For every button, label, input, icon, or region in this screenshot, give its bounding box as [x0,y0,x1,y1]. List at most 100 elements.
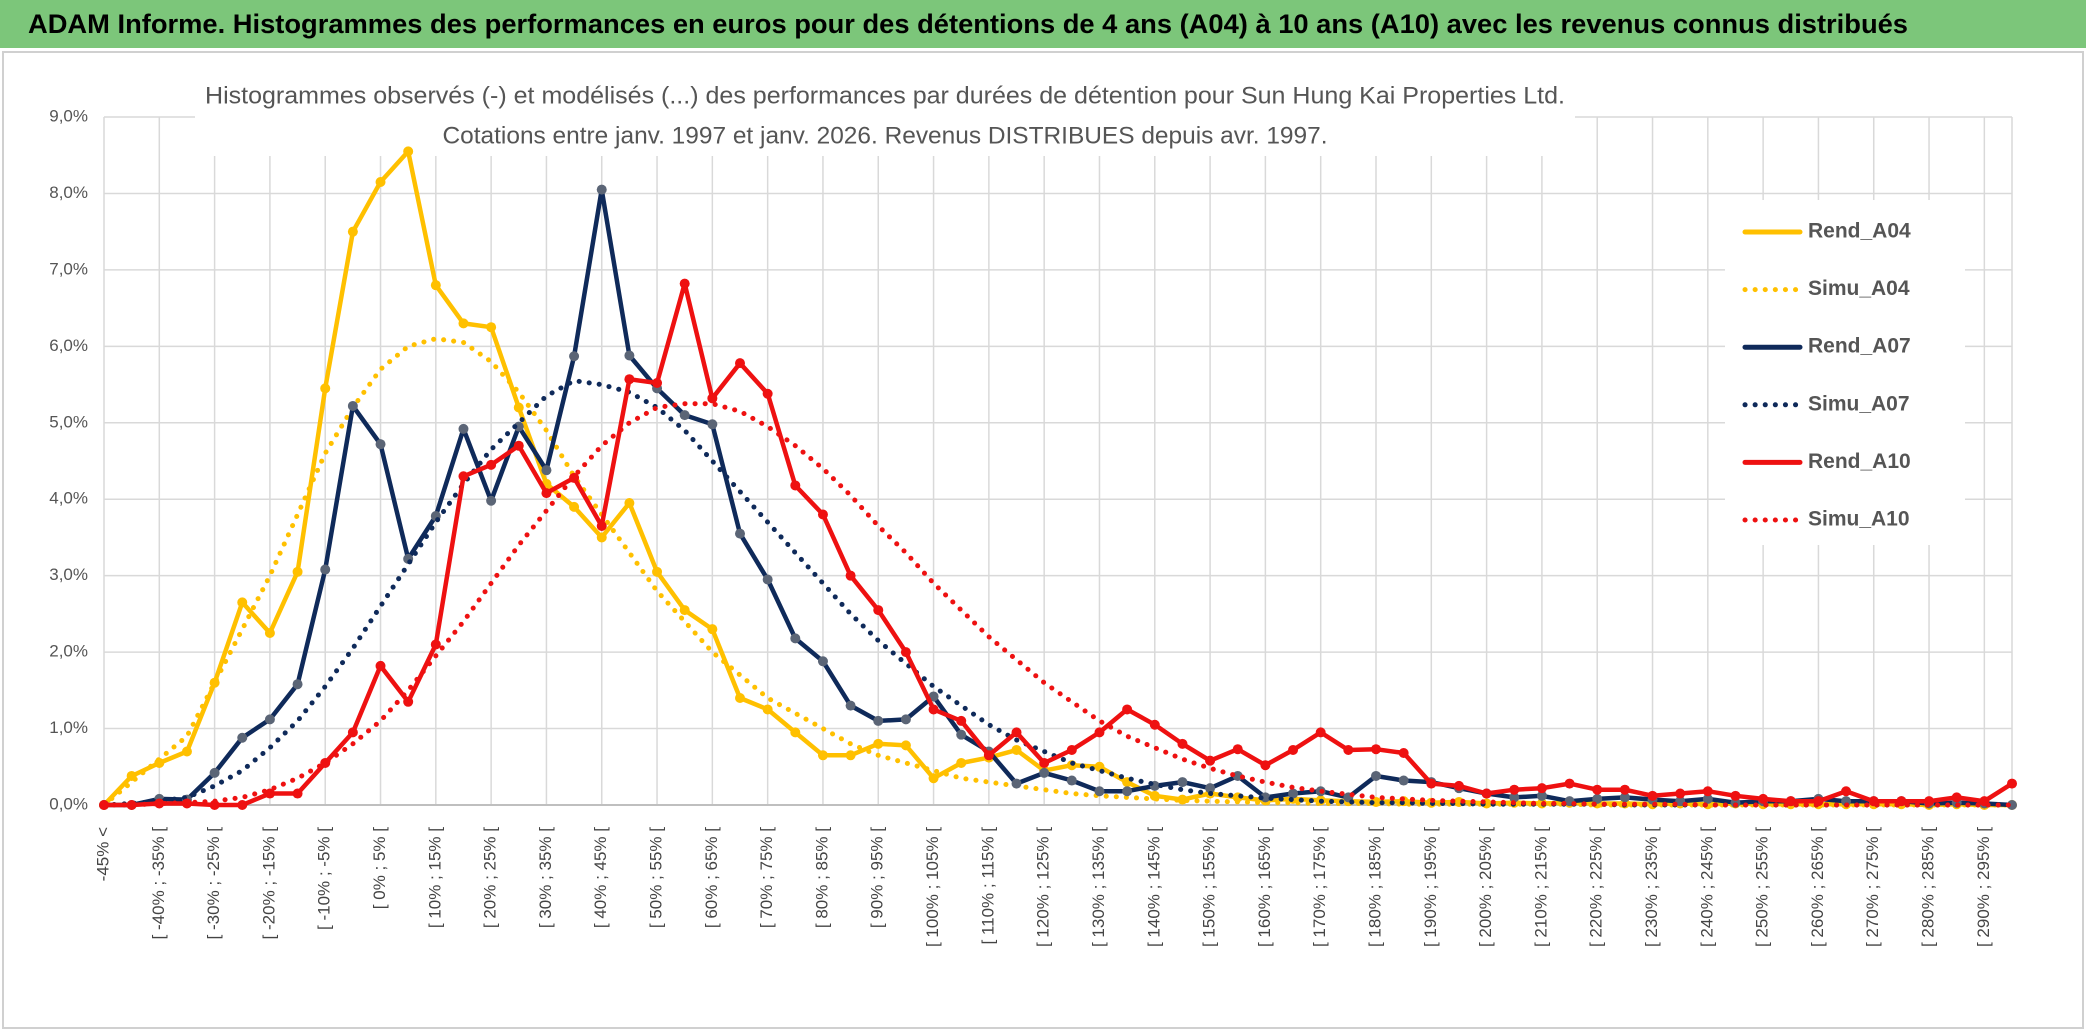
data-point [1398,748,1409,759]
x-tick-label: [ 170% ; 175% [ [1310,827,1329,947]
data-point [1564,778,1575,789]
data-point [1039,767,1050,778]
data-point [956,729,967,740]
data-point [486,495,497,506]
x-tick-label: [ 20% ; 25% [ [481,827,500,928]
data-point [873,738,884,749]
x-tick-label: [ 150% ; 155% [ [1200,827,1219,947]
data-point [596,520,607,531]
data-point [292,566,303,577]
x-tick-label: [ 100% ; 105% [ [923,827,942,947]
data-point [237,732,248,743]
data-point [1481,788,1492,799]
data-point [1951,792,1962,803]
data-point [513,421,524,432]
data-point [1536,790,1547,801]
data-point [375,176,386,187]
y-tick-label: 1,0% [49,718,88,737]
data-point [347,226,358,237]
data-point [1841,786,1852,797]
x-tick-label: [ 40% ; 45% [ [591,827,610,928]
data-point [873,715,884,726]
x-tick-label: [ 180% ; 185% [ [1365,827,1384,947]
x-tick-label: [ 240% ; 245% [ [1697,827,1716,947]
data-point [1094,727,1105,738]
x-tick-label: [ -20% ; -15% [ [259,827,278,940]
data-point [264,788,275,799]
header-title: ADAM Informe. Histogrammes des performan… [28,9,1908,39]
x-tick-label: [ 270% ; 275% [ [1863,827,1882,947]
data-point [569,351,580,362]
x-tick-label: [ 190% ; 195% [ [1421,827,1440,947]
data-point [292,679,303,690]
x-tick-label: [ 280% ; 285% [ [1919,827,1938,947]
data-point [817,509,828,520]
data-point [513,440,524,451]
data-point [458,318,469,329]
data-point [1371,770,1381,781]
data-point [1039,757,1050,768]
data-point [707,393,718,404]
data-point [1122,704,1133,715]
y-tick-label: 0,0% [49,794,88,813]
data-point [817,656,828,667]
x-tick-label: [ 290% ; 295% [ [1974,827,1993,947]
data-point [624,498,635,509]
x-tick-label: [ 220% ; 225% [ [1587,827,1606,947]
series-line [101,187,2015,808]
data-point [1509,784,1520,795]
data-point [679,410,690,421]
data-point [2007,778,2017,789]
x-tick-label: [ 230% ; 235% [ [1642,827,1661,947]
data-point [1260,792,1271,803]
data-point [1592,793,1603,804]
data-point [652,378,663,389]
data-point [928,704,939,715]
data-point [1232,744,1243,755]
data-point [652,566,663,577]
data-point [569,501,580,512]
data-point [541,465,552,476]
x-tick-label: [ 250% ; 255% [ [1753,827,1772,947]
data-point [347,727,358,738]
header-bar [0,0,2086,48]
y-tick-label: 6,0% [49,336,88,355]
data-point [486,322,497,333]
data-point [900,714,911,725]
data-point [292,788,303,799]
data-point [375,660,386,671]
x-tick-label: [ 30% ; 35% [ [536,827,555,928]
data-point [403,146,414,157]
data-point [1011,727,1022,738]
legend-label: Rend_A07 [1808,335,1911,358]
x-tick-label: [ 200% ; 205% [ [1476,827,1495,947]
data-point [1205,755,1216,766]
data-point [762,574,773,585]
data-point [956,715,967,726]
data-point [845,750,856,761]
data-point [1288,788,1299,799]
data-point [873,605,884,616]
title-box [195,76,1575,156]
y-tick-label: 9,0% [49,106,88,125]
data-point [209,767,220,778]
data-point [1426,778,1437,789]
plot: 0,0% 1,0% 2,0% 3,0% 4,0% 5,0% 6,0% 7,0% 8,0% 9,0%… [49,76,2017,947]
x-tick-label: [ 70% ; 75% [ [757,827,776,928]
data-point [1177,738,1188,749]
data-point [596,532,607,543]
data-point [513,402,524,413]
data-point [707,624,718,635]
legend-label: Rend_A10 [1808,450,1911,473]
data-point [541,488,552,499]
data-point [1011,744,1022,755]
data-point [1730,790,1741,801]
data-point [1066,775,1077,786]
data-point [845,570,856,581]
data-point [956,757,967,768]
data-point [983,750,994,761]
data-point [735,358,745,369]
data-point [679,605,690,616]
x-tick-label: [ -40% ; -35% [ [149,827,168,940]
